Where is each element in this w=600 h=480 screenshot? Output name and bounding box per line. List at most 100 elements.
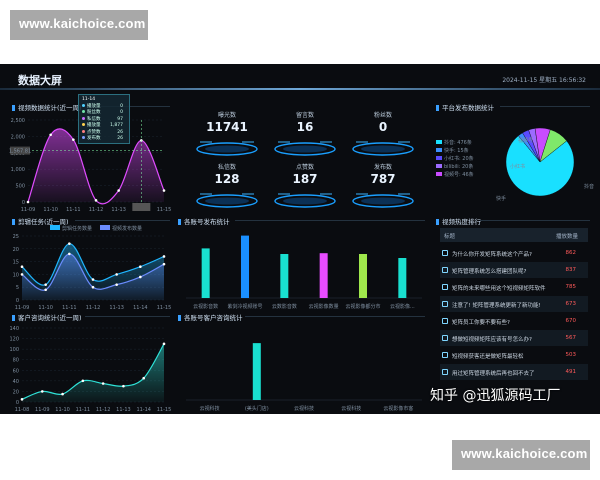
x-tick-label: 云视影音数 <box>193 303 218 310</box>
stat-label: 曝光数 <box>217 112 236 119</box>
data-point <box>72 138 75 141</box>
tooltip-value: 0 <box>120 110 123 115</box>
stat-card-posts: 发布数 787 <box>340 162 426 214</box>
data-point <box>81 379 85 383</box>
panel-title-edit-tasks: 剪辑任务(近一周) <box>12 216 69 226</box>
data-point <box>94 199 98 202</box>
legend-label: 剪辑任务数量 <box>62 225 92 232</box>
y-tick-label: 120 <box>9 337 19 343</box>
stat-pedestal-icon <box>196 141 258 156</box>
legend-swatch <box>436 164 442 168</box>
rank-row[interactable]: 注意了! 矩阵管理系统更新了新功能! 673 <box>440 296 588 312</box>
tooltip-row: 发布数 26 <box>82 136 126 143</box>
rank-row[interactable]: 短视频获客还是做矩阵最轻松 503 <box>440 347 588 363</box>
panel-divider <box>75 220 170 221</box>
data-point <box>115 273 118 276</box>
data-point <box>26 200 30 204</box>
tooltip-label: 播放量 <box>87 123 101 128</box>
rank-row[interactable]: 矩阵员工你要不要有些? 670 <box>440 313 588 329</box>
stat-card-messages: 私信数 128 <box>184 162 270 214</box>
pie-outer-label: 小红书 <box>510 163 525 170</box>
account-consult-chart: 云视科技 (美头门店) 云视科技 云视科技 云视影像市客 <box>186 343 422 412</box>
stat-card-likes: 点赞数 187 <box>262 162 348 214</box>
y-tick-label: 0 <box>22 200 25 206</box>
watermark-top: www.kaichoice.com <box>10 10 148 40</box>
y-tick-label: 20 <box>13 389 19 395</box>
rank-count: 785 <box>565 284 577 290</box>
x-tick-label: 11-14 <box>136 407 151 413</box>
x-tick-label: 云视影像都分市 <box>345 303 380 310</box>
rank-row[interactable]: 想做短视频矩阵应该有号怎么办? 567 <box>440 330 588 346</box>
y-tick-label: 15 <box>13 260 19 266</box>
bar <box>280 254 289 298</box>
stat-label: 粉丝数 <box>373 112 392 119</box>
pie-outer-label: 快手 <box>496 195 506 202</box>
rank-count: 503 <box>565 352 577 358</box>
legend-label: 抖音: 476条 <box>444 139 472 146</box>
x-tick-label: 11-15 <box>157 207 172 213</box>
bar <box>201 248 210 298</box>
panel-title-account-consult: 各账号客户咨询统计 <box>178 312 243 322</box>
series-line <box>21 343 165 400</box>
panel-title-account-dist: 各账号发布统计 <box>178 216 230 226</box>
x-tick-label: 11-13 <box>116 407 131 413</box>
series-area <box>22 253 164 300</box>
tooltip-label: 发布数 <box>87 136 101 141</box>
page-title: 数据大屏 <box>18 74 62 87</box>
stat-value: 16 <box>296 120 314 134</box>
x-tick-label: 11-10 <box>38 305 53 311</box>
video-icon <box>442 284 448 290</box>
stat-label: 发布数 <box>373 164 392 171</box>
legend-label: 视频发布数量 <box>112 225 142 232</box>
crosshair-badge <box>10 146 30 155</box>
x-tick-label: 11-10 <box>55 407 70 413</box>
tooltip-label: 播放量 <box>87 103 101 109</box>
stat-card-exposure: 曝光数 11741 <box>184 110 270 162</box>
x-tick-label: 紫剑冷视频账号 <box>227 303 262 310</box>
data-point <box>142 376 146 380</box>
x-tick-label: 11-11 <box>62 305 77 311</box>
y-tick-label: 100 <box>9 347 19 353</box>
pie-slice <box>539 129 567 163</box>
stat-pedestal-icon <box>274 141 336 156</box>
tooltip-value: 0 <box>120 103 123 109</box>
y-tick-label: 1,000 <box>11 167 25 173</box>
rank-row[interactable]: 矩阵管理系统怎么搭建团队呢? 837 <box>440 262 588 278</box>
data-point <box>122 384 125 388</box>
panel-divider <box>235 220 425 221</box>
rank-count: 862 <box>565 250 577 256</box>
chart-tooltip: 11-14 播放量 0 粉丝数 0 私信数 97 播放量 1,877 点赞数 26 发布数… <box>78 94 130 144</box>
x-tick-label: 11-15 <box>157 305 172 311</box>
tooltip-row: 点赞数 26 <box>82 129 126 137</box>
data-point <box>162 262 166 266</box>
rank-table-header: 标题 播放数量 <box>440 228 588 242</box>
legend-swatch <box>50 225 60 230</box>
legend-swatch <box>436 140 442 144</box>
legend-label: 快手: 15条 <box>444 147 469 154</box>
tooltip-label: 私信数 <box>87 116 101 122</box>
legend-dot <box>82 123 85 126</box>
legend-swatch <box>436 156 442 160</box>
rank-title: 想做短视频矩阵应该有号怎么办? <box>452 337 532 343</box>
bar <box>398 258 407 298</box>
data-point <box>162 189 166 192</box>
tooltip-row: 粉丝数 0 <box>82 110 126 117</box>
rank-row[interactable]: 矩阵的未来哪些用这个短视频矩阵软件 785 <box>440 279 588 295</box>
stat-value: 0 <box>378 120 388 134</box>
edit-tasks-chart: 0 5 10 15 20 25 11-09 11-10 11-11 11-12 11-13 11-14… <box>13 225 172 311</box>
tooltip-value: 26 <box>117 129 123 135</box>
data-point <box>49 133 52 137</box>
y-tick-label: 25 <box>13 234 19 240</box>
x-tick-label: 11-08 <box>15 407 30 413</box>
data-point <box>139 265 142 269</box>
tooltip-value: 1,877 <box>110 123 123 128</box>
crosshair-badge <box>132 203 151 211</box>
video-icon <box>442 335 448 341</box>
rank-row[interactable]: 用过矩阵管理系统后再也回不去了 491 <box>440 364 588 380</box>
rank-row[interactable]: 为什么你开发矩阵系统这个产品? 862 <box>440 245 588 261</box>
y-tick-label: 40 <box>13 379 19 385</box>
x-tick-label: 云视科技 <box>294 405 314 412</box>
x-tick-label: (美头门店) <box>245 405 269 412</box>
pie-slice <box>505 135 575 197</box>
